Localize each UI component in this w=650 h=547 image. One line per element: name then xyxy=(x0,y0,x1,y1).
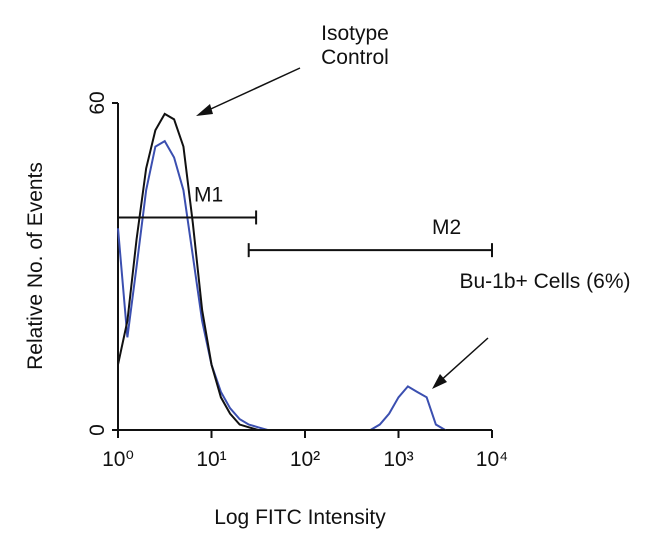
x-tick-label: 10⁰ xyxy=(102,448,134,471)
series-line xyxy=(117,139,446,431)
x-axis-label: Log FITC Intensity xyxy=(214,506,386,529)
annotation: Bu-1b+ Cells (6%) xyxy=(459,270,631,293)
y-tick-label: 0 xyxy=(86,424,109,436)
arrowhead xyxy=(432,374,447,389)
x-tick-label: 10³ xyxy=(383,448,413,471)
arrow xyxy=(437,337,489,384)
y-tick-label: 60 xyxy=(86,91,109,114)
gate-label: M1 xyxy=(194,183,223,206)
series-line xyxy=(117,112,446,431)
x-tick-label: 10⁴ xyxy=(476,448,508,471)
x-tick-label: 10¹ xyxy=(196,448,226,471)
y-axis-label: Relative No. of Events xyxy=(24,162,47,370)
annotation: Isotype Control xyxy=(321,22,389,69)
x-tick-label: 10² xyxy=(290,448,320,471)
gate-label: M2 xyxy=(432,216,461,239)
arrow xyxy=(201,67,301,114)
arrowhead xyxy=(196,104,213,116)
